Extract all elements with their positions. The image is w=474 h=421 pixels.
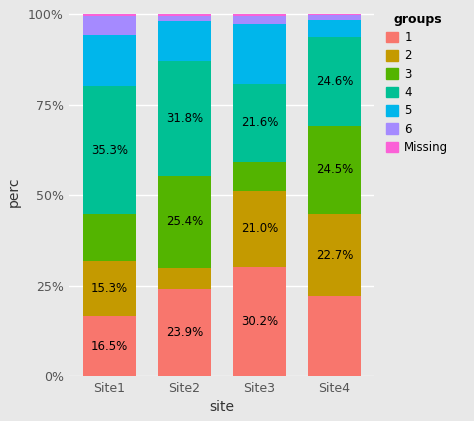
Bar [158,16,210,21]
Text: 25.4%: 25.4% [166,215,203,228]
Text: 24.5%: 24.5% [316,163,353,176]
Bar [233,266,286,376]
Bar [308,37,361,125]
Bar [233,16,286,24]
Bar [233,162,286,191]
Bar [158,176,210,268]
Bar [308,296,361,376]
Bar [308,214,361,296]
Text: 23.9%: 23.9% [166,326,203,339]
Text: 24.6%: 24.6% [316,75,353,88]
Bar [83,261,136,316]
Bar [308,125,361,214]
Bar [83,14,136,16]
Text: 31.8%: 31.8% [166,112,203,125]
Text: 35.3%: 35.3% [91,144,128,157]
Bar [158,21,210,61]
Bar [83,86,136,214]
Bar [83,16,136,35]
Bar [83,214,136,261]
Y-axis label: perc: perc [7,176,21,207]
Bar [158,268,210,290]
Bar [83,35,136,86]
Bar [308,15,361,20]
Bar [158,290,210,376]
X-axis label: site: site [210,400,234,414]
Bar [308,20,361,37]
Bar [158,14,210,16]
Text: 22.7%: 22.7% [316,249,353,262]
Text: 30.2%: 30.2% [241,315,278,328]
Bar [158,61,210,176]
Bar [233,191,286,266]
Text: 21.0%: 21.0% [241,222,278,235]
Text: 21.6%: 21.6% [241,116,278,129]
Bar [233,84,286,162]
Bar [233,14,286,16]
Bar [233,24,286,84]
Text: 15.3%: 15.3% [91,282,128,295]
Legend: 1, 2, 3, 4, 5, 6, Missing: 1, 2, 3, 4, 5, 6, Missing [386,13,448,154]
Bar [83,316,136,376]
Bar [308,14,361,15]
Text: 16.5%: 16.5% [91,340,128,353]
